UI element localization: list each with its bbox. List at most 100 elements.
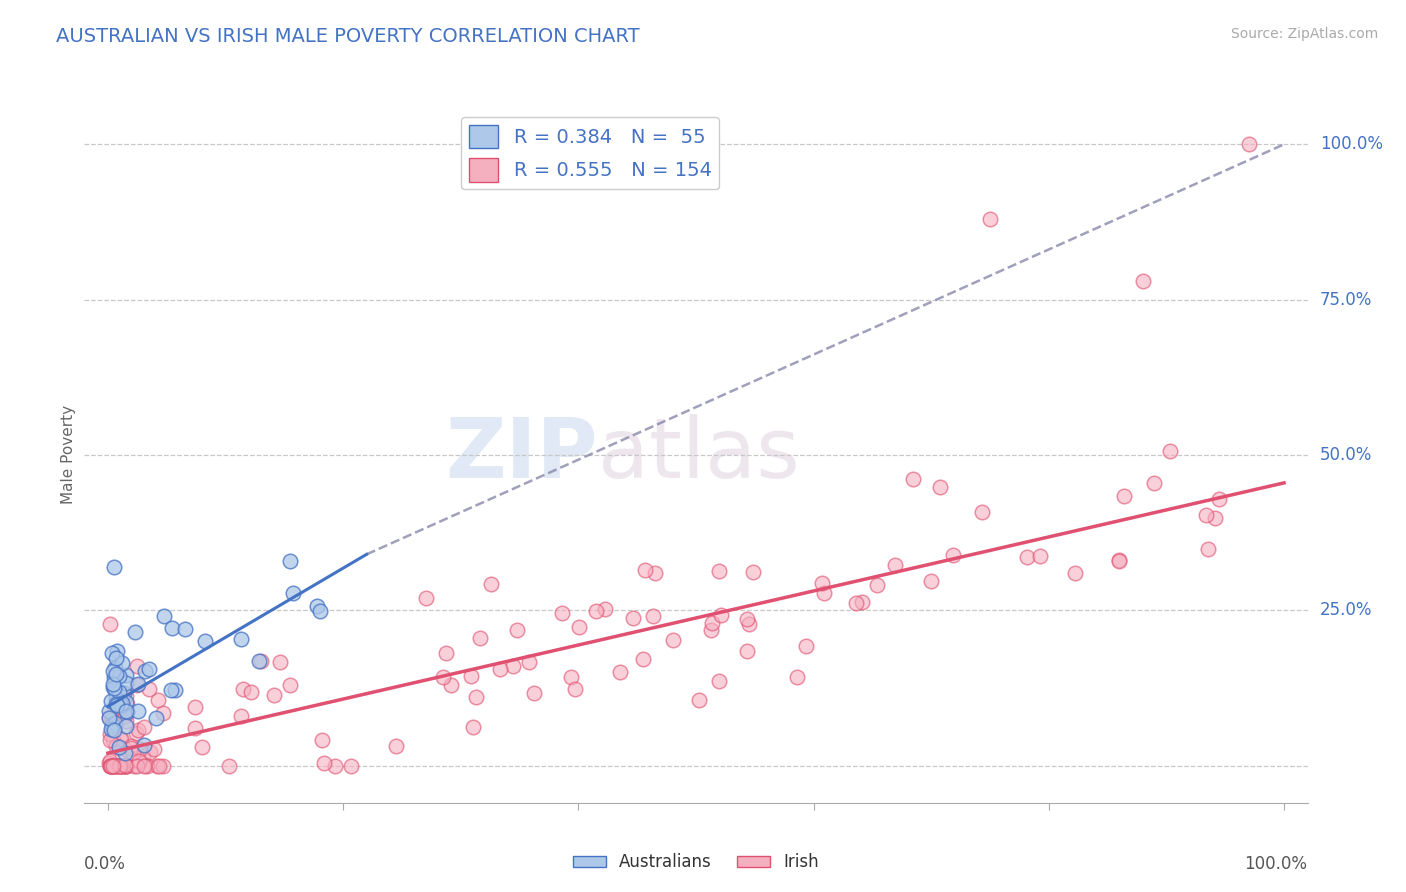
Point	[107, 740, 129, 755]
Point	[115, 675, 138, 690]
Point	[98, 756, 121, 771]
Point	[98, 733, 121, 747]
Text: 50.0%: 50.0%	[1320, 446, 1372, 464]
Point	[194, 633, 217, 648]
Point	[440, 678, 463, 692]
Point	[125, 658, 148, 673]
Point	[479, 576, 502, 591]
Point	[1159, 443, 1181, 458]
Point	[1208, 492, 1230, 507]
Point	[98, 758, 121, 772]
Point	[710, 607, 733, 622]
Point	[124, 624, 146, 639]
Point	[132, 720, 155, 734]
Point	[103, 671, 125, 685]
Point	[100, 693, 122, 707]
Point	[122, 758, 145, 772]
Point	[232, 681, 254, 696]
Y-axis label: Male Poverty: Male Poverty	[60, 405, 76, 505]
Point	[105, 758, 128, 772]
Point	[314, 756, 336, 771]
Point	[307, 599, 329, 613]
Point	[866, 577, 889, 591]
Point	[104, 758, 127, 772]
Point	[432, 670, 454, 684]
Point	[103, 664, 125, 678]
Point	[105, 758, 128, 772]
Point	[229, 632, 252, 647]
Point	[122, 746, 145, 760]
Point	[1108, 553, 1130, 567]
Point	[585, 604, 607, 618]
Point	[115, 719, 138, 733]
Point	[786, 670, 808, 684]
Point	[100, 758, 122, 772]
Point	[127, 676, 149, 690]
Point	[120, 739, 142, 754]
Point	[229, 708, 252, 723]
Point	[851, 595, 873, 609]
Point	[120, 741, 142, 756]
Point	[1237, 137, 1260, 152]
Point	[845, 597, 868, 611]
Text: 0.0%: 0.0%	[84, 855, 127, 873]
Point	[114, 757, 136, 772]
Point	[152, 706, 174, 720]
Point	[883, 558, 905, 572]
Point	[110, 698, 132, 713]
Point	[104, 739, 127, 754]
Point	[125, 725, 148, 739]
Point	[114, 709, 136, 723]
Point	[115, 689, 138, 703]
Point	[117, 697, 139, 711]
Point	[707, 673, 730, 688]
Point	[979, 211, 1001, 226]
Point	[311, 732, 333, 747]
Point	[159, 682, 181, 697]
Point	[101, 677, 124, 691]
Point	[100, 758, 122, 772]
Point	[152, 608, 174, 623]
Point	[104, 715, 127, 730]
Point	[502, 659, 524, 673]
Point	[104, 719, 127, 733]
Point	[107, 698, 129, 713]
Point	[460, 669, 482, 683]
Point	[100, 717, 122, 731]
Point	[139, 745, 162, 759]
Point	[104, 666, 127, 681]
Point	[184, 700, 207, 714]
Point	[250, 654, 273, 668]
Point	[970, 505, 993, 519]
Point	[132, 738, 155, 752]
Point	[929, 480, 952, 494]
Point	[643, 608, 665, 623]
Point	[104, 684, 127, 698]
Point	[115, 758, 138, 772]
Point	[506, 623, 529, 637]
Point	[115, 704, 138, 718]
Point	[644, 566, 666, 580]
Point	[634, 563, 657, 577]
Point	[278, 678, 301, 692]
Point	[98, 758, 121, 772]
Text: Source: ZipAtlas.com: Source: ZipAtlas.com	[1230, 27, 1378, 41]
Point	[794, 639, 817, 653]
Point	[560, 670, 582, 684]
Point	[127, 758, 149, 772]
Point	[112, 758, 135, 772]
Point	[1017, 550, 1039, 565]
Point	[269, 656, 291, 670]
Point	[108, 731, 131, 745]
Point	[464, 690, 486, 705]
Point	[98, 755, 121, 769]
Point	[146, 693, 169, 707]
Point	[114, 758, 136, 772]
Point	[218, 758, 240, 772]
Point	[700, 623, 723, 637]
Point	[111, 696, 134, 710]
Text: 25.0%: 25.0%	[1320, 601, 1372, 619]
Point	[98, 709, 121, 723]
Text: 100.0%: 100.0%	[1244, 855, 1308, 873]
Point	[595, 601, 617, 615]
